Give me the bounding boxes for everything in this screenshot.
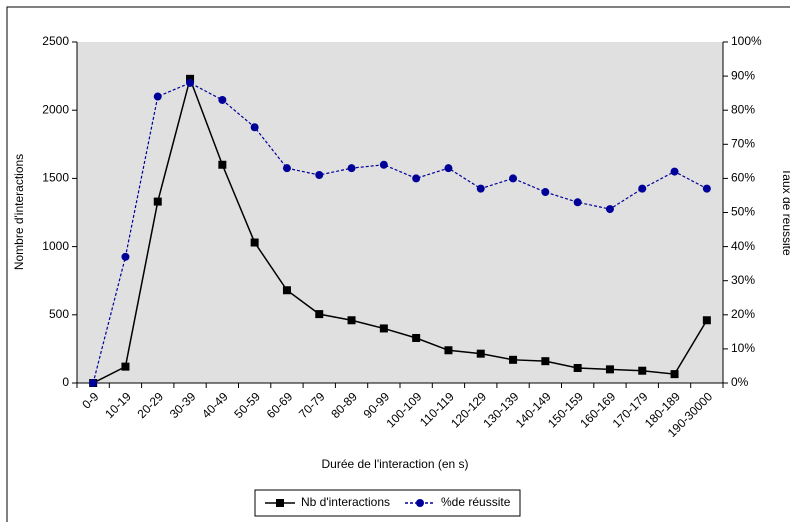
- data-point: [638, 184, 647, 193]
- data-point: [573, 363, 582, 372]
- series-line: [92, 76, 708, 384]
- data-point: [121, 362, 130, 371]
- data-point: [573, 198, 582, 207]
- data-point: [347, 316, 356, 325]
- data-point: [670, 167, 679, 176]
- y2-tick-label: 0%: [731, 375, 749, 389]
- y2-tick-label: 100%: [731, 34, 762, 48]
- y-tick-label: 1000: [42, 239, 69, 253]
- y-tick-label: 0: [62, 375, 69, 389]
- data-point: [379, 324, 388, 333]
- data-point: [541, 188, 550, 197]
- y-axis-label: Nombre d'interactions: [12, 154, 26, 270]
- data-point: [605, 205, 614, 214]
- plot-area: [77, 42, 723, 383]
- data-point: [509, 355, 518, 364]
- y2-tick-label: 30%: [731, 273, 755, 287]
- data-point: [412, 174, 421, 183]
- data-point: [250, 123, 259, 132]
- y-tick-label: 2500: [42, 34, 69, 48]
- legend-marker: [276, 499, 284, 507]
- data-point: [444, 164, 453, 173]
- data-point: [670, 370, 679, 379]
- data-point: [702, 316, 711, 325]
- data-point: [89, 379, 98, 387]
- series-line: [92, 82, 708, 384]
- data-point: [347, 164, 356, 173]
- data-point: [121, 252, 130, 261]
- y2-tick-label: 70%: [731, 136, 755, 150]
- data-point: [509, 174, 518, 183]
- data-point: [444, 346, 453, 355]
- legend-label: %de réussite: [441, 495, 511, 509]
- data-point: [379, 160, 388, 169]
- y2-tick-label: 90%: [731, 68, 755, 82]
- data-point: [541, 357, 550, 366]
- data-point: [282, 286, 291, 295]
- y2-tick-label: 40%: [731, 239, 755, 253]
- y2-tick-label: 10%: [731, 341, 755, 355]
- data-point: [605, 365, 614, 374]
- data-point: [282, 164, 291, 173]
- legend: [254, 489, 521, 517]
- data-point: [702, 184, 711, 193]
- y2-tick-label: 20%: [731, 307, 755, 321]
- legend-label: Nb d'interactions: [301, 495, 390, 509]
- y-tick-label: 500: [49, 307, 69, 321]
- y2-axis-label: Taux de réussite: [780, 168, 790, 256]
- y2-tick-label: 80%: [731, 102, 755, 116]
- data-point: [218, 160, 227, 169]
- y2-tick-label: 60%: [731, 171, 755, 185]
- data-point: [186, 74, 195, 83]
- data-point: [153, 197, 162, 206]
- legend-marker: [416, 499, 424, 507]
- data-point: [153, 92, 162, 101]
- y-tick-label: 2000: [42, 102, 69, 116]
- data-point: [315, 310, 324, 319]
- y2-tick-label: 50%: [731, 205, 755, 219]
- data-point: [412, 333, 421, 342]
- data-point: [315, 170, 324, 179]
- data-point: [476, 349, 485, 358]
- data-point: [218, 95, 227, 104]
- x-axis-label: Durée de l'interaction (en s): [321, 457, 468, 471]
- data-point: [476, 184, 485, 193]
- data-point: [638, 366, 647, 375]
- data-point: [186, 78, 195, 87]
- y-tick-label: 1500: [42, 171, 69, 185]
- data-point: [250, 238, 259, 247]
